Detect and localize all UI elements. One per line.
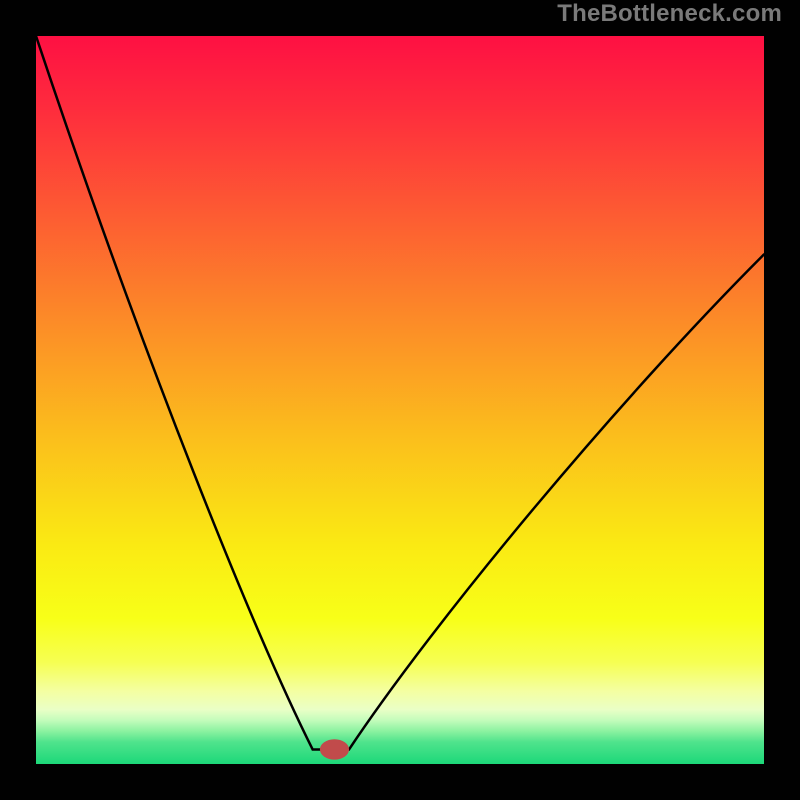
- optimal-marker: [320, 739, 349, 759]
- gradient-background: [36, 36, 764, 764]
- chart-svg: [36, 36, 764, 764]
- plot-area: [36, 36, 764, 764]
- chart-frame: TheBottleneck.com: [0, 0, 800, 800]
- watermark-text: TheBottleneck.com: [557, 0, 782, 28]
